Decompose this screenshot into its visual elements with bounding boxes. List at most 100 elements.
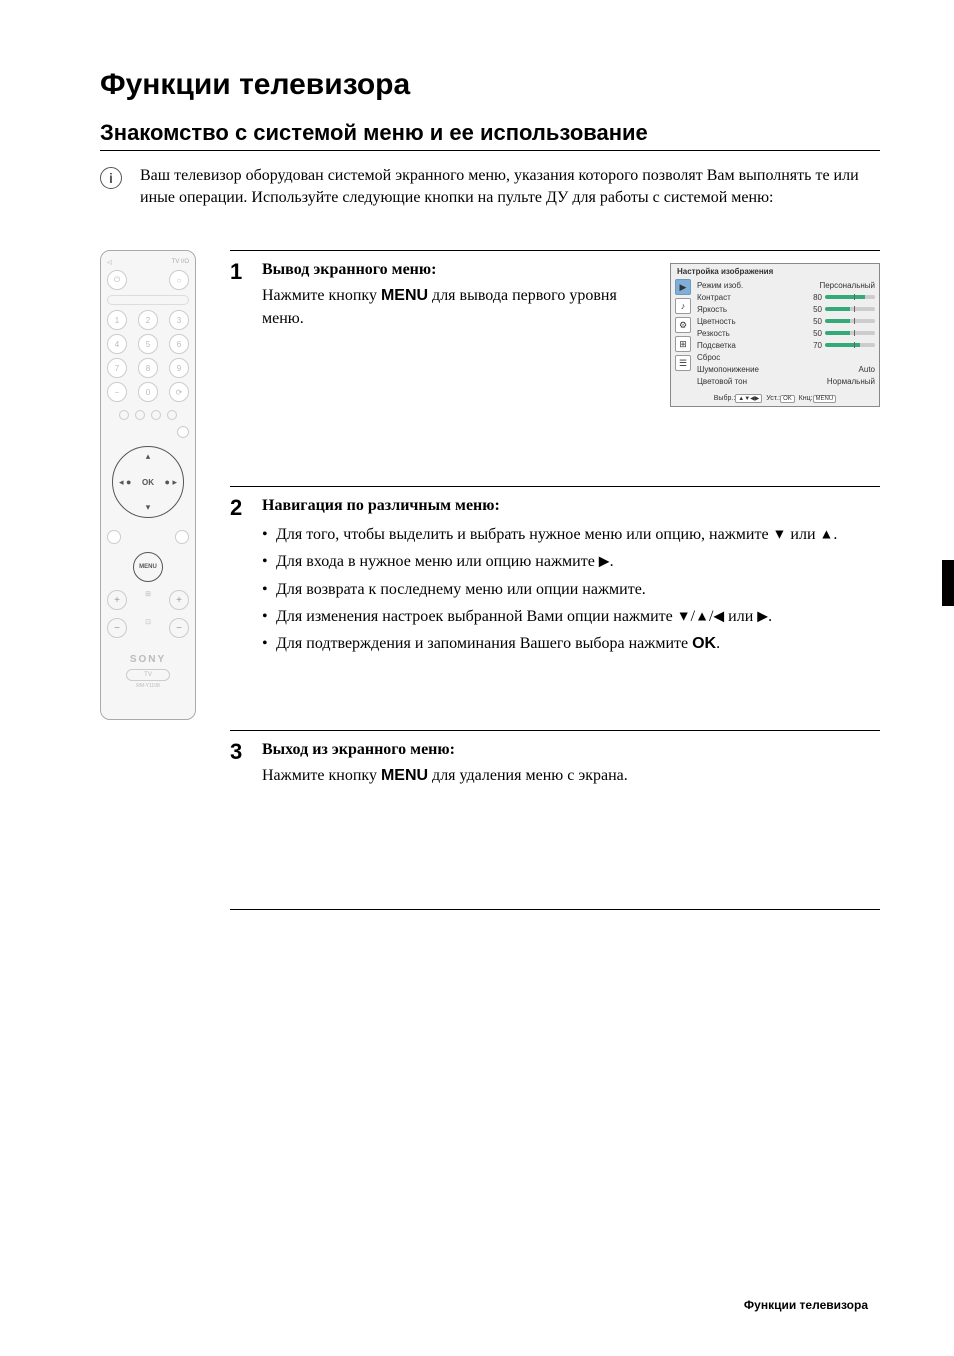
remote-illustration: ◁ TV I/O ⏻○ 123 456 789 −0⟳ OK ▴ ▾ ◂ ● ●… [100,250,196,720]
footer-label: Кнц: [799,395,813,402]
down-arrow-icon: ▾ [146,502,151,513]
key-2: 2 [138,310,158,330]
left-arrow-icon: ◀ [713,609,724,624]
step-text: Нажмите кнопку MENU для удаления меню с … [262,765,880,787]
list-item: Для возврата к последнему меню или опции… [262,576,880,603]
osd-row: Шумопонижение Auto [697,363,875,375]
step-3: 3 Выход из экранного меню: Нажмите кнопк… [230,730,880,910]
text-part: Для входа в нужное меню или опцию нажмит… [276,553,599,570]
osd-row: Резкость 50 [697,327,875,339]
right-arrow-icon: ▶ [757,609,768,624]
ok-label: OK [692,635,716,652]
osd-row-value: 50 [773,305,875,314]
key-4: 4 [107,334,127,354]
osd-row-label: Цветовой тон [697,377,767,386]
osd-grid-icon: ⊞ [675,336,691,352]
text-part: Для того, чтобы выделить и выбрать нужно… [276,526,773,543]
green-dot-icon [135,410,145,420]
small-icon [107,530,121,544]
step-number: 3 [230,741,252,787]
step-text: Нажмите кнопку MENU для вывода первого у… [262,285,662,330]
osd-row-value: Нормальный [773,377,875,386]
osd-row-value: 50 [773,329,875,338]
osd-row: Яркость50 [697,303,875,315]
osd-row: Цветность50 [697,315,875,327]
right-arrow-icon: ▶ [599,555,610,570]
key-cycle: ⟳ [169,382,189,402]
steps-column: 1 Вывод экранного меню: Нажмите кнопку M… [230,250,880,910]
osd-list-icon: ☰ [675,355,691,371]
page-footer: Функции телевизора [744,1298,868,1312]
text-part: Для изменения настроек выбранной Вами оп… [276,608,677,625]
step-1: 1 Вывод экранного меню: Нажмите кнопку M… [230,250,880,486]
text-part: . [716,635,720,652]
osd-row-label: Шумопонижение [697,365,767,374]
osd-row-value: Auto [773,365,875,374]
list-item: Для того, чтобы выделить и выбрать нужно… [262,521,880,548]
left-arrow-icon: ◂ ● [119,477,131,488]
osd-row: Режим изоб.Персональный [697,279,875,291]
osd-row-value: 80 [773,293,875,302]
slider-icon [825,319,875,323]
remote-top-right: TV I/O [172,259,189,266]
slider-icon [825,343,875,347]
tv-label: TV [126,669,170,681]
text-icon [177,426,189,438]
list-item: Для подтверждения и запоминания Вашего в… [262,630,880,657]
intro-text: Ваш телевизор оборудован системой экранн… [140,165,880,208]
key-1: 1 [107,310,127,330]
remote-bar [107,295,189,305]
step-title: Навигация по различным меню: [262,497,880,515]
key-9: 9 [169,358,189,378]
key-6: 6 [169,334,189,354]
minus-icon: − [107,618,127,638]
text-part: . [768,608,772,625]
key-icon: OK [780,395,795,403]
text-part: . [833,526,837,543]
osd-row-label: Сброс [697,353,767,362]
menu-label: MENU [381,287,428,304]
menu-label: MENU [381,767,428,784]
footer-label: Выбр.: [714,395,736,402]
step-title: Выход из экранного меню: [262,741,880,759]
plus-icon: + [107,590,127,610]
text-part: Для подтверждения и запоминания Вашего в… [276,635,692,652]
step-number: 2 [230,497,252,657]
osd-row-label: Подсветка [697,341,767,350]
osd-row-label: Цветность [697,317,767,326]
model-label: RM-Y1108 [136,683,160,689]
key-icon: ▲▼◀▶ [735,394,762,403]
osd-settings-icon: ⚙ [675,317,691,333]
section-title: Знакомство с системой меню и ее использо… [100,120,880,151]
bullet-list: Для того, чтобы выделить и выбрать нужно… [262,521,880,657]
list-item: Для изменения настроек выбранной Вами оп… [262,603,880,630]
power-icon: ○ [169,270,189,290]
osd-row-value: 70 [773,341,875,350]
text-part: для удаления меню с экрана. [428,767,628,784]
osd-row-label: Режим изоб. [697,281,767,290]
osd-row: Подсветка 70 [697,339,875,351]
up-arrow-icon: ▲ [820,528,834,543]
osd-row: Цветовой тон Нормальный [697,375,875,387]
red-dot-icon [119,410,129,420]
small-icon [175,530,189,544]
slider-icon [825,331,875,335]
text-part: Нажмите кнопку [262,287,381,304]
osd-row: Сброс [697,351,875,363]
up-arrow-icon: ▲ [695,609,709,624]
text-part: Нажмите кнопку [262,767,381,784]
osd-preview: Настройка изображения ▶ ♪ ⚙ ⊞ ☰ Режим из… [670,263,880,407]
osd-row-label: Контраст [697,293,767,302]
footer-label: Уст.: [766,395,780,402]
down-arrow-icon: ▼ [677,609,691,624]
page-title: Функции телевизора [100,68,880,102]
blue-dot-icon [167,410,177,420]
main-content: ◁ TV I/O ⏻○ 123 456 789 −0⟳ OK ▴ ▾ ◂ ● ●… [100,250,880,910]
osd-list: Режим изоб.Персональный Контраст 80Яркость… [697,279,875,387]
power-icon: ⏻ [107,270,127,290]
osd-row: Контраст 80 [697,291,875,303]
key-8: 8 [138,358,158,378]
osd-sound-icon: ♪ [675,298,691,314]
osd-row-label: Резкость [697,329,767,338]
slider-icon [825,295,875,299]
